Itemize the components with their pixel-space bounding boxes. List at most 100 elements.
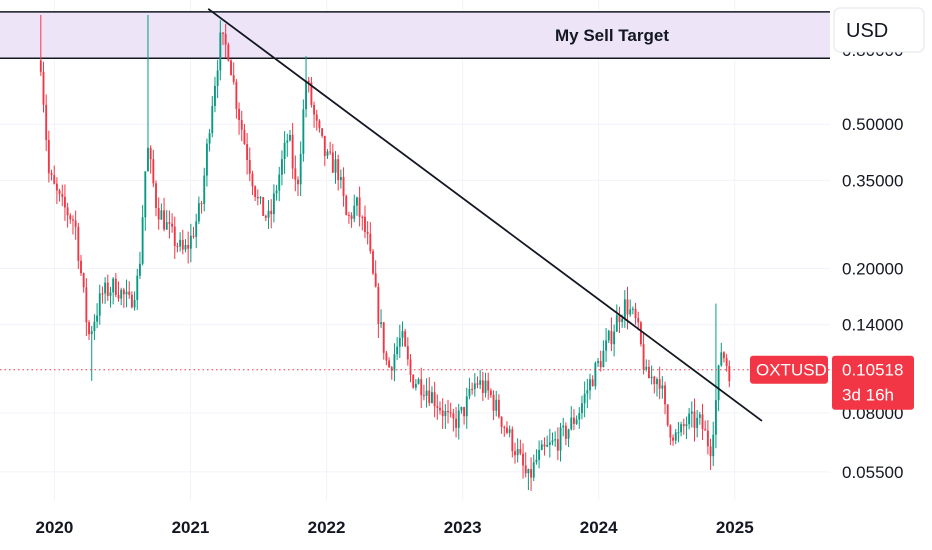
x-tick-label: 2024 [580,518,618,537]
candle-body [396,346,399,355]
currency-selector-bg[interactable] [833,7,925,53]
candle-body [168,222,171,224]
candle [69,213,72,224]
candle [133,291,136,311]
candle [613,324,616,357]
candle [540,440,543,451]
candle-body [623,299,626,319]
candle [187,231,190,264]
y-tick-label: 0.14000 [842,316,903,335]
candle [599,350,602,372]
candle-body [181,239,184,250]
candle [463,406,466,425]
candle-body [508,429,511,433]
candle [664,381,666,415]
candle [645,359,648,372]
candle-body [530,469,533,478]
candle-body [163,210,165,230]
candle-body [682,424,685,427]
candle-body [465,396,468,417]
candle [181,229,184,255]
candle [224,23,227,58]
candle-body [53,175,56,184]
sell-target-label: My Sell Target [555,26,669,45]
candle-body [289,134,291,141]
candle [728,360,731,388]
candle [682,418,685,435]
candle [514,442,516,464]
candle-body [610,330,613,345]
candle [439,401,441,415]
candle-body [117,294,120,299]
candle-body [222,32,224,34]
candle [299,141,302,197]
candle-body [698,414,701,418]
candle [104,277,107,304]
candle-body [302,109,305,154]
current-price-label: 0.10518 [842,361,903,380]
trendline[interactable] [207,8,763,422]
candle-body [653,376,656,385]
candle [412,374,415,389]
candle [688,407,691,430]
candle-body [69,215,72,220]
currency-selector[interactable]: USD [833,7,925,53]
candle-body [98,293,101,316]
candle [516,438,519,463]
candle-body [605,340,608,351]
time-axis[interactable]: 2020 2021 2022 2023 2024 2025 [36,518,754,537]
candle-body [275,190,278,194]
candle-body [155,183,157,208]
candle-body [602,350,605,368]
candle [197,196,200,225]
candle [672,434,674,446]
candle [709,438,712,470]
x-tick-label: 2023 [444,518,482,537]
sell-target-zone[interactable] [0,11,830,59]
candle [45,94,48,152]
candle-body [157,207,160,220]
candle [677,421,680,443]
candle [353,194,356,223]
candle [275,184,278,201]
candle-body [283,142,286,160]
candle [578,407,581,429]
candle [575,415,578,425]
candle-body [313,104,316,115]
candle [77,223,80,269]
candle [484,372,487,398]
candle [240,110,243,142]
candle-body [471,388,474,390]
candle-body [66,207,69,216]
candle-body [377,286,380,325]
candle [219,20,222,81]
candle [272,184,275,223]
candle [431,386,433,404]
candle [39,15,42,76]
candle-body [122,289,125,295]
candle [388,357,391,369]
price-axis[interactable]: 0.800000.500000.350000.200000.140000.080… [842,41,903,482]
candle-body [315,114,318,121]
candle [144,171,147,231]
candle-body [364,216,366,233]
candle [337,154,340,191]
candle [222,32,224,45]
candle [701,403,704,440]
candle [315,109,318,131]
candle [393,343,396,382]
candle-body [96,315,99,322]
candle [452,408,455,432]
candle [246,133,249,175]
currency-label[interactable]: USD [846,20,888,42]
candle [460,406,463,414]
candle [90,325,93,381]
candle-body [144,171,147,218]
candle-body [136,275,139,300]
candle-body [562,425,565,428]
candle-body [339,177,342,181]
candle-body [248,160,251,174]
candle [396,337,399,360]
candle [248,147,251,182]
